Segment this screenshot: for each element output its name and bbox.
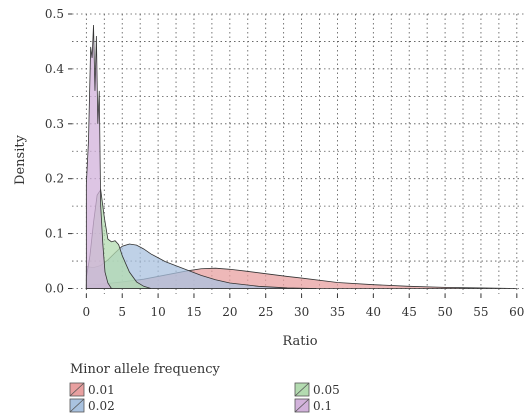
legend-swatch-slash (294, 398, 310, 413)
legend-label: 0.05 (313, 383, 340, 397)
x-tick-label: 30 (294, 305, 309, 319)
x-tick-label: 60 (509, 305, 524, 319)
legend-label: 0.1 (313, 399, 332, 413)
x-tick-label: 15 (186, 305, 201, 319)
legend-label: 0.01 (88, 383, 115, 397)
y-tick-label: 0.2 (45, 172, 64, 186)
x-tick-label: 20 (222, 305, 237, 319)
x-tick-label: 25 (258, 305, 273, 319)
x-axis-title: Ratio (282, 334, 317, 349)
legend-title: Minor allele frequency (70, 362, 221, 377)
grid (72, 13, 524, 294)
density-area-0-1 (85, 24, 113, 289)
x-tick-label: 45 (402, 305, 417, 319)
x-tick-label: 50 (437, 305, 452, 319)
y-tick-label: 0.4 (45, 62, 64, 76)
y-tick-label: 0.0 (45, 282, 64, 296)
legend-swatch-slash (294, 382, 310, 397)
x-tick-label: 35 (330, 305, 345, 319)
x-tick-label: 0 (83, 305, 91, 319)
y-tick-label: 0.3 (45, 117, 64, 131)
legend: 0.01 0.02 0.05 0.1 (69, 382, 340, 413)
y-axis-title: Density (13, 134, 28, 185)
x-tick-label: 5 (118, 305, 126, 319)
x-tick-label: 10 (150, 305, 165, 319)
x-tick-label: 55 (473, 305, 488, 319)
density-areas (85, 24, 517, 289)
legend-swatch-slash (69, 398, 85, 413)
legend-swatch-slash (69, 382, 85, 397)
legend-label: 0.02 (88, 399, 115, 413)
axes: 0 5 10 15 20 25 30 35 40 45 50 55 60 0.0 0.1 0.2 0.3 0.4 0… (45, 7, 525, 319)
x-tick-label: 40 (366, 305, 381, 319)
y-tick-label: 0.1 (45, 227, 64, 241)
y-tick-label: 0.5 (45, 7, 64, 21)
